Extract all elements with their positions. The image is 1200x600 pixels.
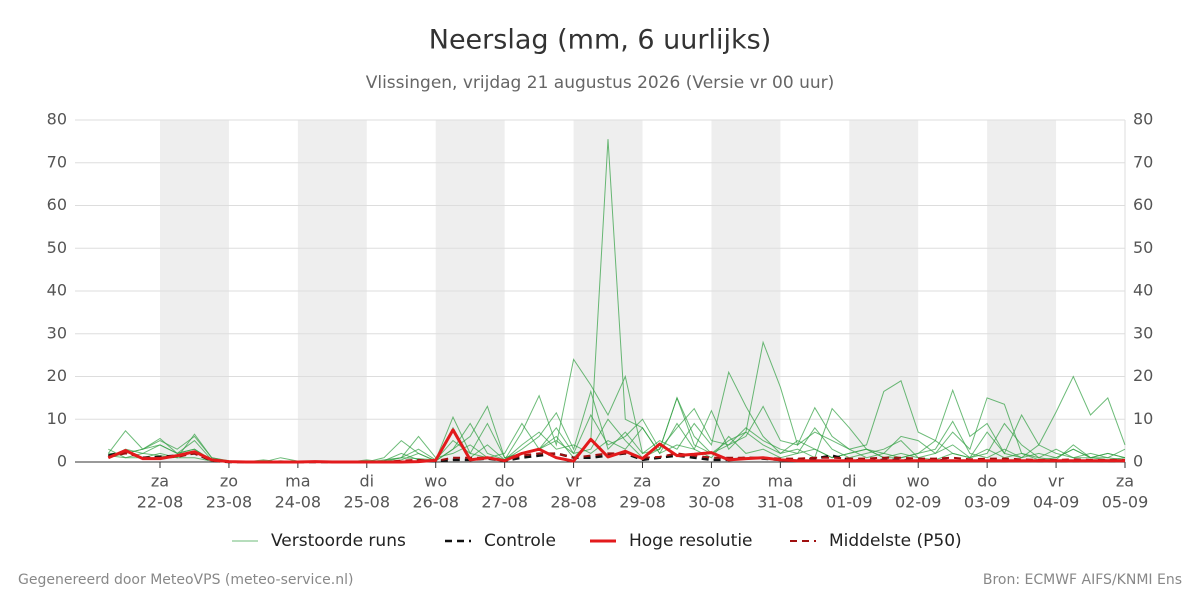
y-tick-label: 10	[47, 409, 67, 428]
x-tick-day: ma	[285, 472, 310, 491]
y-tick-label: 40	[47, 281, 67, 300]
y-tick-label: 70	[47, 152, 67, 171]
y2-tick-label: 30	[1133, 323, 1153, 342]
y2-tick-label: 0	[1133, 452, 1143, 471]
chart-subtitle: Vlissingen, vrijdag 21 augustus 2026 (Ve…	[366, 73, 835, 93]
x-tick-date: 02-09	[895, 493, 942, 512]
x-tick-day: ma	[768, 472, 793, 491]
y2-tick-label: 10	[1133, 409, 1153, 428]
x-tick-date: 26-08	[412, 493, 459, 512]
x-tick-day: do	[495, 472, 515, 491]
x-tick-date: 30-08	[688, 493, 735, 512]
x-tick-day: zo	[702, 472, 720, 491]
x-tick-date: 29-08	[619, 493, 666, 512]
legend-label: Controle	[484, 531, 556, 551]
y-tick-label: 80	[47, 110, 67, 129]
x-tick-day: za	[151, 472, 169, 491]
legend-label: Middelste (P50)	[829, 531, 962, 551]
x-tick-date: 27-08	[481, 493, 528, 512]
x-tick-day: di	[842, 472, 857, 491]
y2-tick-label: 80	[1133, 110, 1153, 129]
y2-tick-label: 50	[1133, 238, 1153, 257]
x-tick-date: 28-08	[550, 493, 597, 512]
chart-title: Neerslag (mm, 6 uurlijks)	[429, 25, 771, 56]
x-tick-date: 04-09	[1033, 493, 1080, 512]
y2-tick-label: 70	[1133, 152, 1153, 171]
x-tick-date: 01-09	[826, 493, 873, 512]
x-tick-date: 22-08	[137, 493, 184, 512]
y-tick-label: 0	[57, 452, 67, 471]
legend-label: Verstoorde runs	[271, 531, 406, 551]
y-tick-label: 50	[47, 238, 67, 257]
x-tick-date: 31-08	[757, 493, 804, 512]
x-tick-date: 24-08	[275, 493, 322, 512]
x-tick-day: zo	[220, 472, 238, 491]
x-tick-day: za	[1116, 472, 1134, 491]
x-tick-date: 25-08	[344, 493, 391, 512]
x-tick-day: di	[359, 472, 374, 491]
y2-tick-label: 40	[1133, 281, 1153, 300]
y-tick-label: 20	[47, 366, 67, 385]
y-tick-label: 30	[47, 323, 67, 342]
x-tick-day: vr	[1048, 472, 1064, 491]
x-tick-day: wo	[424, 472, 447, 491]
x-tick-date: 05-09	[1102, 493, 1149, 512]
y2-tick-label: 20	[1133, 366, 1153, 385]
y-tick-label: 60	[47, 195, 67, 214]
footer-right: Bron: ECMWF AIFS/KNMI Ens	[983, 572, 1182, 588]
x-tick-date: 03-09	[964, 493, 1011, 512]
y2-tick-label: 60	[1133, 195, 1153, 214]
x-tick-day: wo	[907, 472, 930, 491]
x-tick-day: vr	[566, 472, 582, 491]
x-tick-date: 23-08	[206, 493, 253, 512]
series-line	[107, 428, 1125, 464]
x-tick-day: do	[977, 472, 997, 491]
x-tick-day: za	[633, 472, 651, 491]
footer-left: Gegenereerd door MeteoVPS (meteo-service…	[18, 572, 353, 588]
legend-label: Hoge resolutie	[629, 531, 753, 551]
